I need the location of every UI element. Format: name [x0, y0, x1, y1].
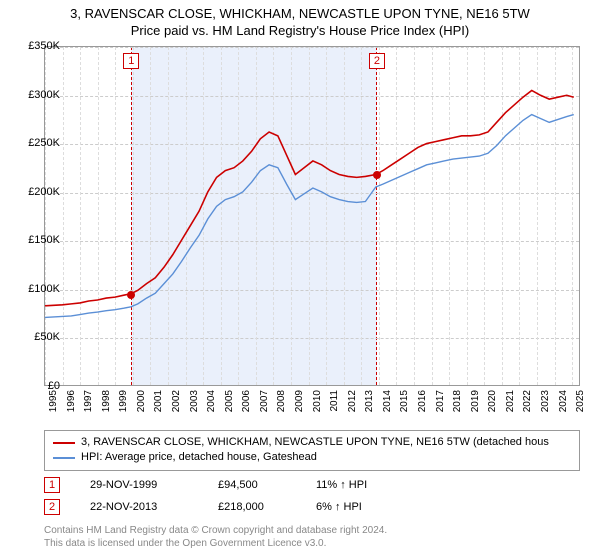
- xtick-label: 2024: [558, 390, 569, 412]
- sale-date: 29-NOV-1999: [90, 479, 200, 491]
- sale-marker-1: 1: [44, 477, 60, 493]
- legend-swatch-hpi: [53, 457, 75, 459]
- xtick-label: 2012: [347, 390, 358, 412]
- xtick-label: 2025: [575, 390, 586, 412]
- title-line-2: Price paid vs. HM Land Registry's House …: [10, 23, 590, 40]
- sale-point-1: [127, 291, 135, 299]
- xtick-label: 2022: [522, 390, 533, 412]
- sale-row: 1 29-NOV-1999 £94,500 11% ↑ HPI: [44, 474, 580, 496]
- footer-line-1: Contains HM Land Registry data © Crown c…: [44, 524, 580, 537]
- ytick-label: £150K: [28, 234, 60, 246]
- xtick-label: 2015: [399, 390, 410, 412]
- legend-label-price-paid: 3, RAVENSCAR CLOSE, WHICKHAM, NEWCASTLE …: [81, 435, 549, 450]
- xtick-label: 1996: [66, 390, 77, 412]
- xtick-label: 2016: [417, 390, 428, 412]
- xtick-label: 2023: [540, 390, 551, 412]
- xtick-label: 2010: [312, 390, 323, 412]
- xtick-label: 2014: [382, 390, 393, 412]
- legend-swatch-price-paid: [53, 442, 75, 444]
- series-line-hpi: [45, 115, 574, 318]
- footer-line-2: This data is licensed under the Open Gov…: [44, 537, 580, 550]
- ytick-label: £250K: [28, 137, 60, 149]
- xtick-label: 2001: [153, 390, 164, 412]
- xtick-label: 2021: [505, 390, 516, 412]
- xtick-label: 1997: [83, 390, 94, 412]
- series-line-price_paid: [45, 90, 574, 305]
- ytick-label: £50K: [34, 331, 60, 343]
- legend-row-price-paid: 3, RAVENSCAR CLOSE, WHICKHAM, NEWCASTLE …: [53, 435, 571, 450]
- sale-diff: 11% ↑ HPI: [316, 479, 436, 491]
- xtick-label: 2018: [452, 390, 463, 412]
- sale-date: 22-NOV-2013: [90, 501, 200, 513]
- xtick-label: 2007: [259, 390, 270, 412]
- xtick-label: 1998: [101, 390, 112, 412]
- sales-table: 1 29-NOV-1999 £94,500 11% ↑ HPI 2 22-NOV…: [44, 474, 580, 518]
- xtick-label: 2005: [224, 390, 235, 412]
- chart-plot-area: 12: [44, 46, 580, 386]
- ytick-label: £350K: [28, 40, 60, 52]
- xtick-label: 2009: [294, 390, 305, 412]
- sale-marker-box-2: 2: [369, 53, 385, 69]
- xtick-label: 2000: [136, 390, 147, 412]
- sale-row: 2 22-NOV-2013 £218,000 6% ↑ HPI: [44, 496, 580, 518]
- sale-marker-box-1: 1: [123, 53, 139, 69]
- xtick-label: 2006: [241, 390, 252, 412]
- ytick-label: £200K: [28, 186, 60, 198]
- sale-point-2: [373, 171, 381, 179]
- legend-box: 3, RAVENSCAR CLOSE, WHICKHAM, NEWCASTLE …: [44, 430, 580, 471]
- ytick-label: £300K: [28, 89, 60, 101]
- xtick-label: 1999: [118, 390, 129, 412]
- sale-marker-2: 2: [44, 499, 60, 515]
- xtick-label: 2002: [171, 390, 182, 412]
- sale-diff: 6% ↑ HPI: [316, 501, 436, 513]
- sale-price: £94,500: [218, 479, 298, 491]
- xtick-label: 2020: [487, 390, 498, 412]
- chart-container: 3, RAVENSCAR CLOSE, WHICKHAM, NEWCASTLE …: [0, 0, 600, 560]
- title-line-1: 3, RAVENSCAR CLOSE, WHICKHAM, NEWCASTLE …: [10, 6, 590, 23]
- xtick-label: 2003: [189, 390, 200, 412]
- ytick-label: £100K: [28, 283, 60, 295]
- legend-row-hpi: HPI: Average price, detached house, Gate…: [53, 450, 571, 465]
- xtick-label: 2004: [206, 390, 217, 412]
- xtick-label: 2019: [470, 390, 481, 412]
- xtick-label: 2013: [364, 390, 375, 412]
- legend-label-hpi: HPI: Average price, detached house, Gate…: [81, 450, 317, 465]
- xtick-label: 2008: [276, 390, 287, 412]
- xtick-label: 1995: [48, 390, 59, 412]
- xtick-label: 2017: [435, 390, 446, 412]
- footer-attribution: Contains HM Land Registry data © Crown c…: [44, 524, 580, 550]
- xtick-label: 2011: [329, 390, 340, 412]
- sale-price: £218,000: [218, 501, 298, 513]
- title-block: 3, RAVENSCAR CLOSE, WHICKHAM, NEWCASTLE …: [0, 0, 600, 42]
- series-svg: [45, 47, 579, 385]
